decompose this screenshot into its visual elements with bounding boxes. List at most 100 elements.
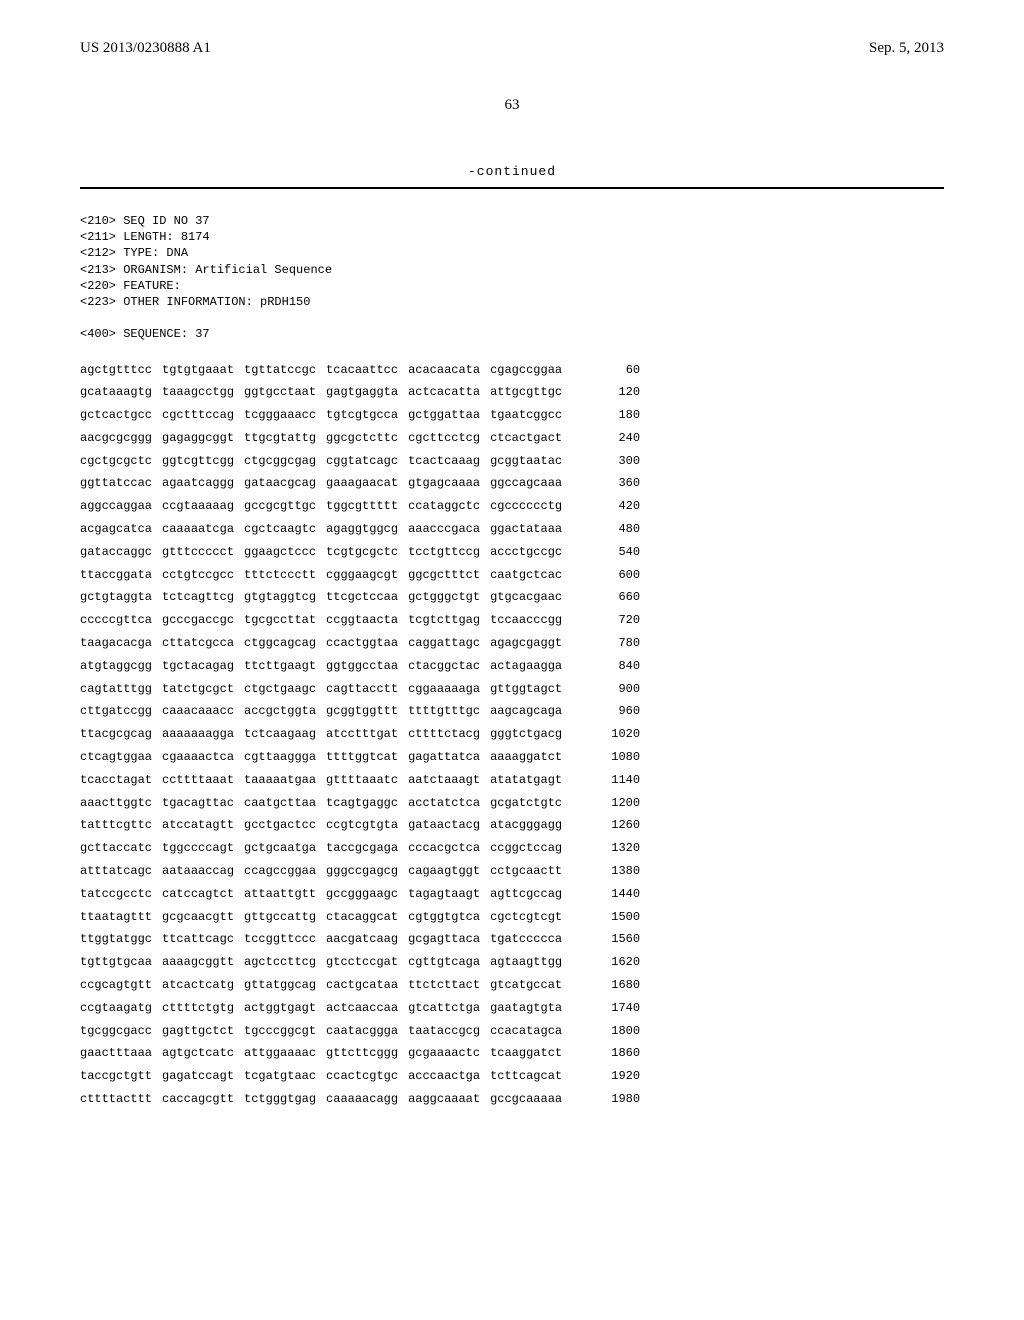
- sequence-blocks: ttaccggatacctgtccgcctttctcccttcgggaagcgt…: [80, 564, 596, 587]
- rule-top: [80, 187, 944, 189]
- sequence-row: cagtatttggtatctgcgctctgctgaagccagttacctt…: [80, 678, 640, 701]
- sequence-blocks: tatttcgttcatccatagttgcctgactccccgtcgtgta…: [80, 814, 596, 837]
- sequence-blocks: gaactttaaaagtgctcatcattggaaaacgttcttcggg…: [80, 1042, 596, 1065]
- sequence-row: gcataaagtgtaaagcctggggtgcctaatgagtgaggta…: [80, 381, 640, 404]
- sequence-blocks: ggttatccacagaatcaggggataacgcaggaaagaacat…: [80, 472, 596, 495]
- sequence-position: 1680: [596, 974, 640, 997]
- sequence-position: 1800: [596, 1020, 640, 1043]
- sequence-blocks: tgcggcgaccgagttgctcttgcccggcgtcaatacggga…: [80, 1020, 596, 1043]
- sequence-row: cttgatccggcaaacaaaccaccgctggtagcggtggttt…: [80, 700, 640, 723]
- sequence-blocks: aaacttggtctgacagttaccaatgcttaatcagtgaggc…: [80, 792, 596, 815]
- sequence-row: aaacttggtctgacagttaccaatgcttaatcagtgaggc…: [80, 792, 640, 815]
- sequence-position: 660: [596, 586, 640, 609]
- sequence-row: taagacacgacttatcgccactggcagcagccactggtaa…: [80, 632, 640, 655]
- sequence-row: gaactttaaaagtgctcatcattggaaaacgttcttcggg…: [80, 1042, 640, 1065]
- sequence-row: tgcggcgaccgagttgctcttgcccggcgtcaatacggga…: [80, 1020, 640, 1043]
- sequence-position: 1440: [596, 883, 640, 906]
- sequence-row: tatttcgttcatccatagttgcctgactccccgtcgtgta…: [80, 814, 640, 837]
- sequence-row: ttaccggatacctgtccgcctttctcccttcgggaagcgt…: [80, 564, 640, 587]
- publication-date: Sep. 5, 2013: [869, 40, 944, 57]
- sequence-position: 60: [596, 359, 640, 382]
- sequence-blocks: atttatcagcaataaaccagccagccggaagggccgagcg…: [80, 860, 596, 883]
- sequence-position: 840: [596, 655, 640, 678]
- sequence-blocks: taagacacgacttatcgccactggcagcagccactggtaa…: [80, 632, 596, 655]
- sequence-row: ttacgcgcagaaaaaaaggatctcaagaagatcctttgat…: [80, 723, 640, 746]
- sequence-blocks: ccgcagtgttatcactcatggttatggcagcactgcataa…: [80, 974, 596, 997]
- sequence-blocks: tcacctagatccttttaaattaaaaatgaagttttaaatc…: [80, 769, 596, 792]
- sequence-blocks: cgctgcgctcggtcgttcggctgcggcgagcggtatcagc…: [80, 450, 596, 473]
- sequence-position: 540: [596, 541, 640, 564]
- sequence-position: 1740: [596, 997, 640, 1020]
- sequence-blocks: acgagcatcacaaaaatcgacgctcaagtcagaggtggcg…: [80, 518, 596, 541]
- sequence-blocks: cttttactttcaccagcgtttctgggtgagcaaaaacagg…: [80, 1088, 596, 1111]
- sequence-position: 900: [596, 678, 640, 701]
- sequence-listing: agctgtttcctgtgtgaaattgttatccgctcacaattcc…: [80, 359, 640, 1111]
- sequence-blocks: ttaatagtttgcgcaacgttgttgccattgctacaggcat…: [80, 906, 596, 929]
- sequence-row: atttatcagcaataaaccagccagccggaagggccgagcg…: [80, 860, 640, 883]
- sequence-blocks: gctcactgcccgctttccagtcgggaaacctgtcgtgcca…: [80, 404, 596, 427]
- sequence-position: 1980: [596, 1088, 640, 1111]
- sequence-row: ggttatccacagaatcaggggataacgcaggaaagaacat…: [80, 472, 640, 495]
- sequence-position: 360: [596, 472, 640, 495]
- sequence-blocks: tgttgtgcaaaaaagcggttagctccttcggtcctccgat…: [80, 951, 596, 974]
- sequence-position: 960: [596, 700, 640, 723]
- sequence-blocks: cccccgttcagcccgaccgctgcgccttatccggtaacta…: [80, 609, 596, 632]
- sequence-row: ttggtatggcttcattcagctccggttcccaacgatcaag…: [80, 928, 640, 951]
- sequence-row: ccgcagtgttatcactcatggttatggcagcactgcataa…: [80, 974, 640, 997]
- sequence-blocks: tatccgcctccatccagtctattaattgttgccgggaagc…: [80, 883, 596, 906]
- sequence-row: ctcagtggaacgaaaactcacgttaagggattttggtcat…: [80, 746, 640, 769]
- sequence-blocks: gctgtaggtatctcagttcggtgtaggtcgttcgctccaa…: [80, 586, 596, 609]
- sequence-row: taccgctgttgagatccagttcgatgtaacccactcgtgc…: [80, 1065, 640, 1088]
- sequence-position: 1320: [596, 837, 640, 860]
- page-number: 63: [80, 97, 944, 114]
- sequence-position: 1080: [596, 746, 640, 769]
- sequence-position: 1200: [596, 792, 640, 815]
- sequence-blocks: cagtatttggtatctgcgctctgctgaagccagttacctt…: [80, 678, 596, 701]
- sequence-position: 600: [596, 564, 640, 587]
- sequence-row: aacgcgcggggagaggcggtttgcgtattgggcgctcttc…: [80, 427, 640, 450]
- sequence-blocks: ctcagtggaacgaaaactcacgttaagggattttggtcat…: [80, 746, 596, 769]
- sequence-blocks: aggccaggaaccgtaaaaaggccgcgttgctggcgttttt…: [80, 495, 596, 518]
- sequence-blocks: gcataaagtgtaaagcctggggtgcctaatgagtgaggta…: [80, 381, 596, 404]
- sequence-position: 1260: [596, 814, 640, 837]
- sequence-metadata: <210> SEQ ID NO 37 <211> LENGTH: 8174 <2…: [80, 213, 944, 343]
- sequence-position: 240: [596, 427, 640, 450]
- sequence-row: tatccgcctccatccagtctattaattgttgccgggaagc…: [80, 883, 640, 906]
- sequence-position: 1620: [596, 951, 640, 974]
- sequence-blocks: ccgtaagatgcttttctgtgactggtgagtactcaaccaa…: [80, 997, 596, 1020]
- sequence-position: 120: [596, 381, 640, 404]
- page-header: US 2013/0230888 A1 Sep. 5, 2013: [80, 40, 944, 57]
- sequence-position: 480: [596, 518, 640, 541]
- sequence-row: cttttactttcaccagcgtttctgggtgagcaaaaacagg…: [80, 1088, 640, 1111]
- sequence-position: 1560: [596, 928, 640, 951]
- sequence-blocks: ttggtatggcttcattcagctccggttcccaacgatcaag…: [80, 928, 596, 951]
- continued-label: -continued: [80, 164, 944, 179]
- sequence-blocks: agctgtttcctgtgtgaaattgttatccgctcacaattcc…: [80, 359, 596, 382]
- sequence-position: 1140: [596, 769, 640, 792]
- sequence-position: 1380: [596, 860, 640, 883]
- sequence-row: ttaatagtttgcgcaacgttgttgccattgctacaggcat…: [80, 906, 640, 929]
- sequence-blocks: taccgctgttgagatccagttcgatgtaacccactcgtgc…: [80, 1065, 596, 1088]
- sequence-row: ccgtaagatgcttttctgtgactggtgagtactcaaccaa…: [80, 997, 640, 1020]
- sequence-position: 720: [596, 609, 640, 632]
- patent-id: US 2013/0230888 A1: [80, 40, 211, 57]
- sequence-blocks: atgtaggcggtgctacagagttcttgaagtggtggcctaa…: [80, 655, 596, 678]
- sequence-position: 780: [596, 632, 640, 655]
- sequence-row: gcttaccatctggccccagtgctgcaatgataccgcgaga…: [80, 837, 640, 860]
- sequence-blocks: cttgatccggcaaacaaaccaccgctggtagcggtggttt…: [80, 700, 596, 723]
- sequence-position: 420: [596, 495, 640, 518]
- sequence-blocks: gataccaggcgtttccccctggaagctccctcgtgcgctc…: [80, 541, 596, 564]
- sequence-row: gctcactgcccgctttccagtcgggaaacctgtcgtgcca…: [80, 404, 640, 427]
- page-container: US 2013/0230888 A1 Sep. 5, 2013 63 -cont…: [0, 0, 1024, 1151]
- sequence-blocks: aacgcgcggggagaggcggtttgcgtattgggcgctcttc…: [80, 427, 596, 450]
- sequence-row: gctgtaggtatctcagttcggtgtaggtcgttcgctccaa…: [80, 586, 640, 609]
- sequence-row: gataccaggcgtttccccctggaagctccctcgtgcgctc…: [80, 541, 640, 564]
- sequence-position: 1920: [596, 1065, 640, 1088]
- sequence-row: agctgtttcctgtgtgaaattgttatccgctcacaattcc…: [80, 359, 640, 382]
- sequence-blocks: ttacgcgcagaaaaaaaggatctcaagaagatcctttgat…: [80, 723, 596, 746]
- sequence-position: 1500: [596, 906, 640, 929]
- sequence-blocks: gcttaccatctggccccagtgctgcaatgataccgcgaga…: [80, 837, 596, 860]
- sequence-position: 1860: [596, 1042, 640, 1065]
- sequence-position: 300: [596, 450, 640, 473]
- sequence-row: cccccgttcagcccgaccgctgcgccttatccggtaacta…: [80, 609, 640, 632]
